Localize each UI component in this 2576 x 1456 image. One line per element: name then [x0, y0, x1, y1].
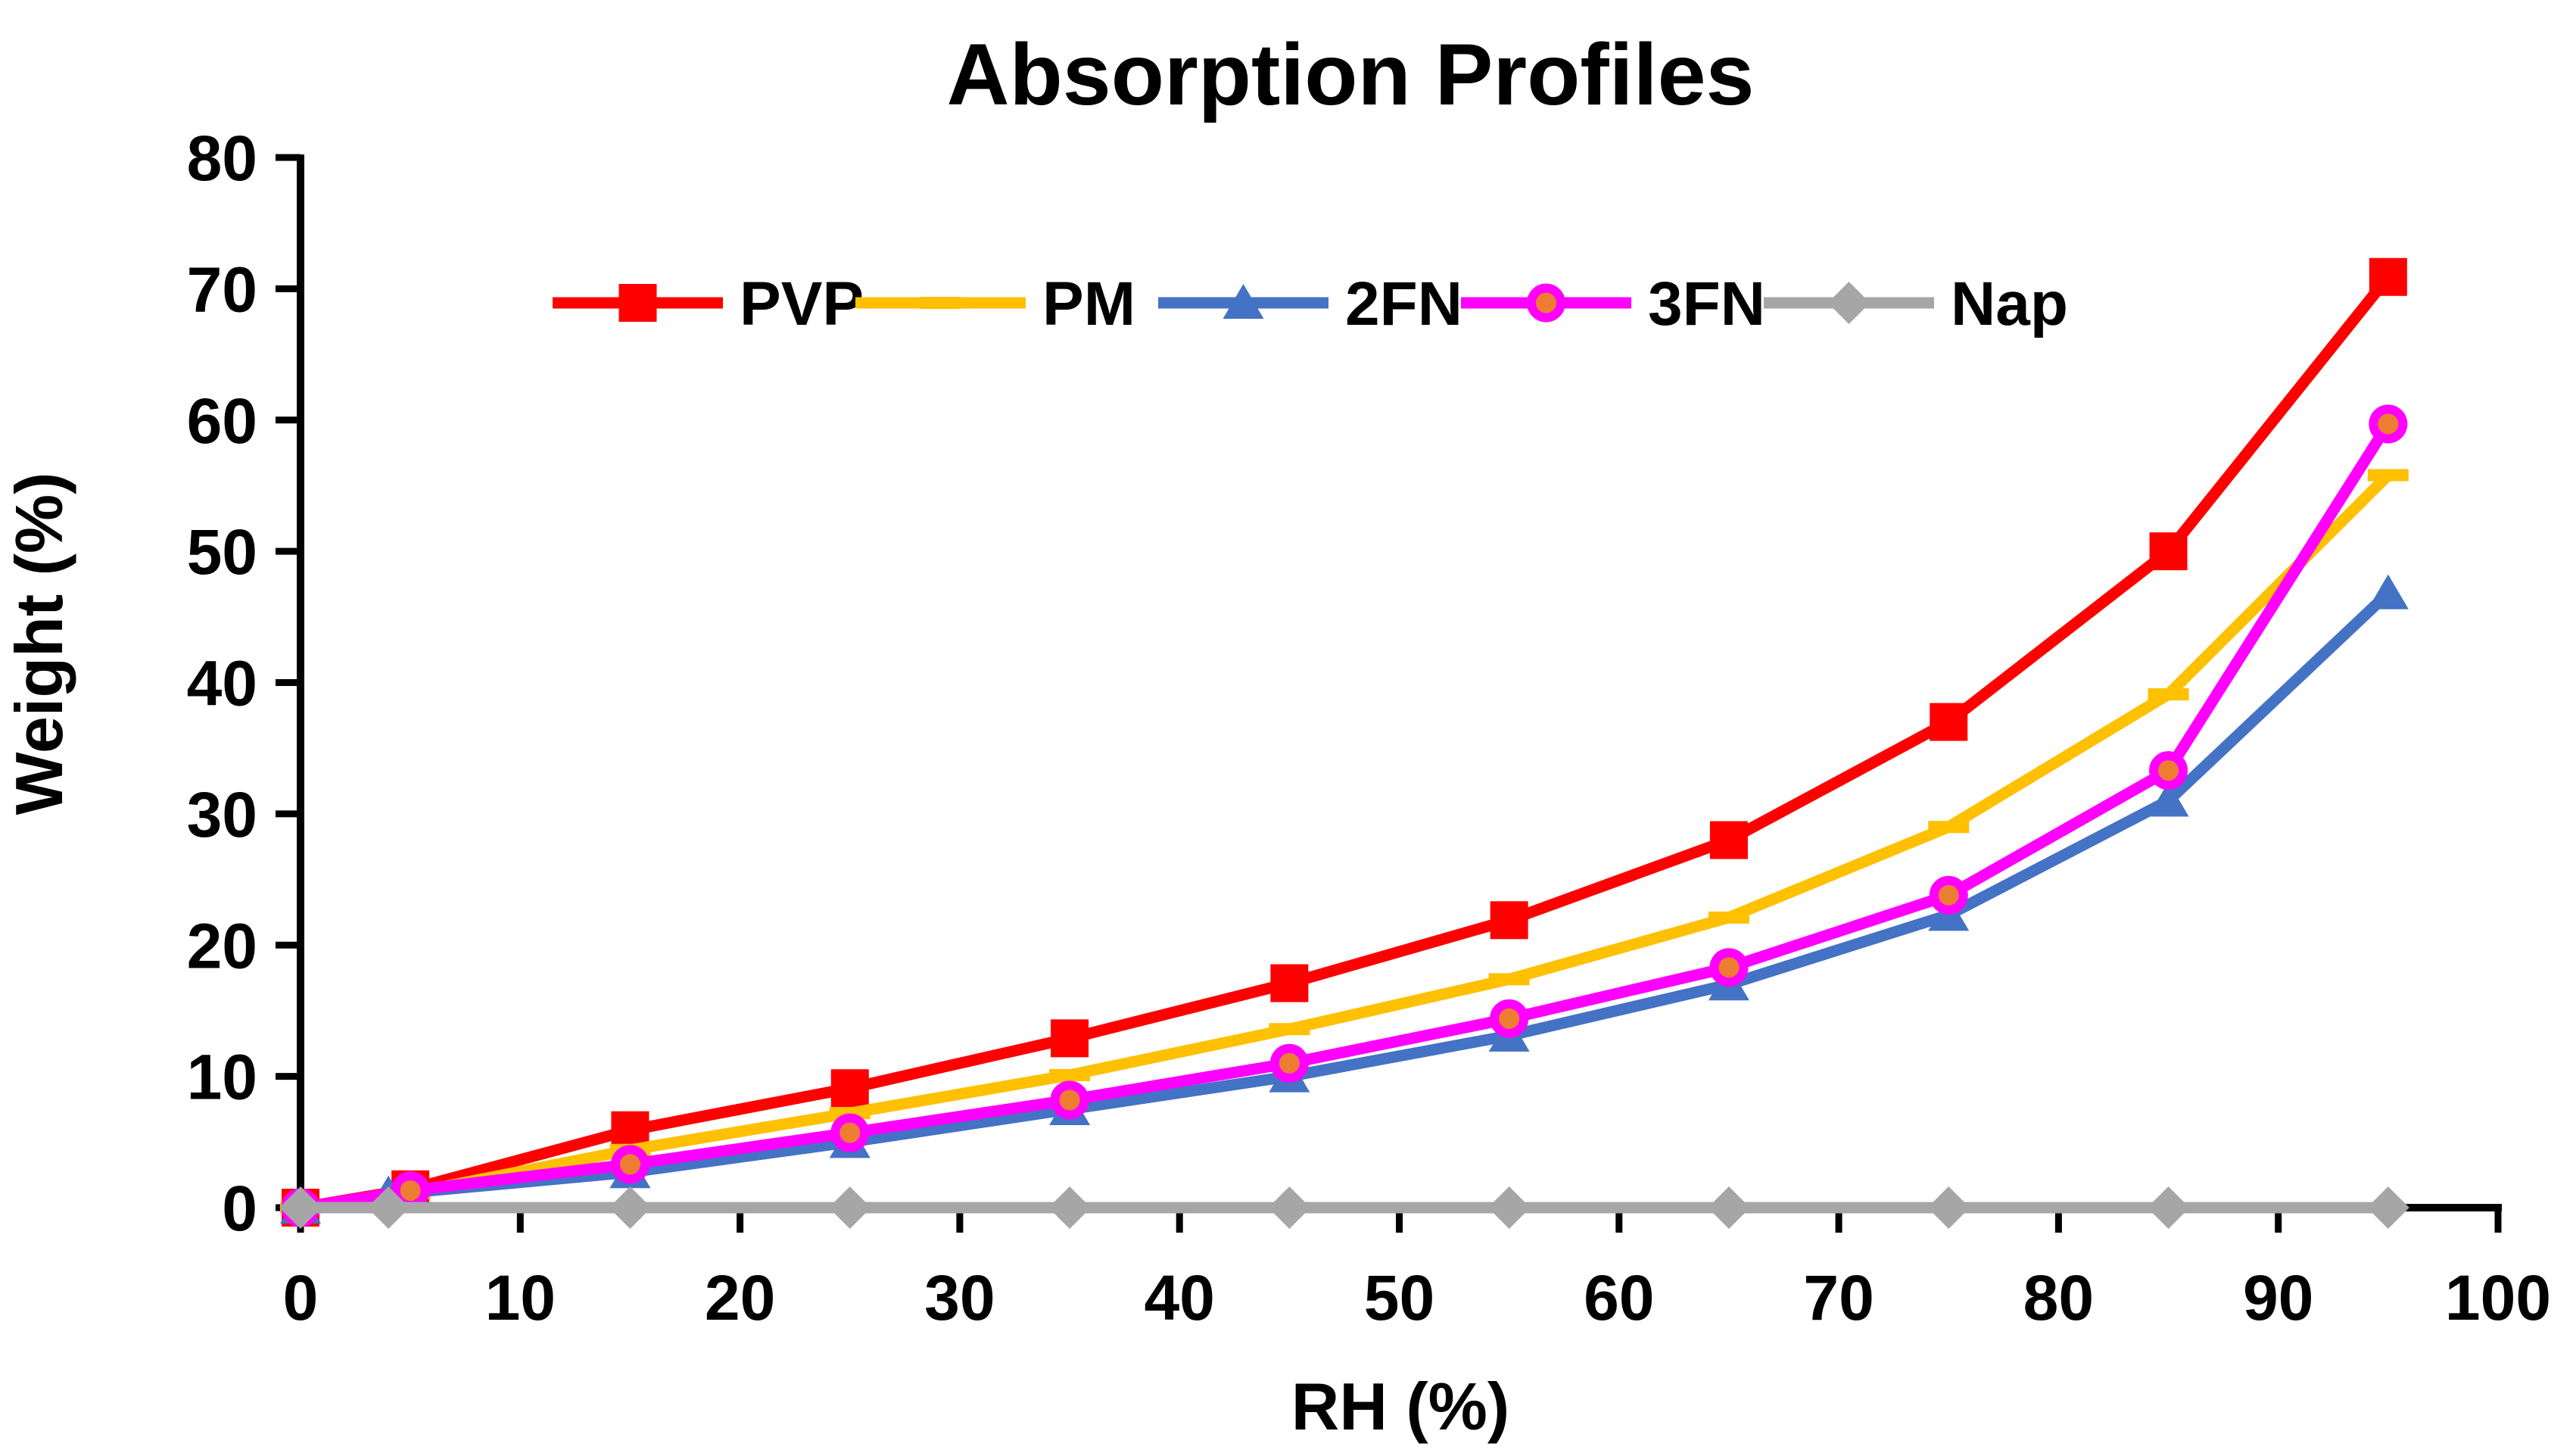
- marker-Nap: [2147, 1186, 2190, 1229]
- legend-label-2FN: 2FN: [1345, 270, 1462, 338]
- marker-3FN: [610, 1145, 649, 1184]
- y-tick-label: 10: [187, 1042, 257, 1113]
- marker-Nap: [828, 1186, 871, 1229]
- marker-PM: [829, 1107, 871, 1120]
- y-tick-label: 70: [187, 254, 257, 325]
- marker-Nap: [279, 1186, 322, 1229]
- marker-3FN: [1929, 875, 1968, 915]
- marker-Nap: [1927, 1186, 1970, 1229]
- marker-PM: [1269, 1023, 1310, 1036]
- marker-Nap: [1487, 1186, 1531, 1229]
- x-tick-label: 60: [1584, 1262, 1654, 1333]
- chart-title: Absorption Profiles: [946, 27, 1754, 123]
- marker-PM: [1928, 821, 1970, 834]
- x-tick-label: 20: [705, 1262, 775, 1333]
- marker-PM: [2367, 469, 2409, 482]
- marker-PVP: [2149, 532, 2188, 571]
- y-tick-label: 50: [187, 516, 257, 588]
- marker-3FN: [830, 1113, 870, 1152]
- y-tick-label: 0: [222, 1173, 257, 1244]
- marker-PM: [2148, 688, 2189, 701]
- legend-label-3FN: 3FN: [1648, 270, 1765, 338]
- marker-PM: [1708, 911, 1749, 924]
- x-tick-label: 70: [1803, 1262, 1874, 1333]
- legend-swatch-marker-2FN: [1223, 284, 1264, 319]
- marker-3FN: [2369, 404, 2408, 444]
- series-line-PM: [294, 469, 2394, 1214]
- x-tick-label: 80: [2023, 1262, 2094, 1333]
- y-tick-label: 60: [187, 385, 257, 457]
- marker-PM: [1049, 1068, 1091, 1081]
- marker-PM: [1488, 973, 1530, 986]
- legend-swatch-marker-PM: [920, 297, 961, 309]
- x-tick-label: 50: [1364, 1262, 1434, 1333]
- marker-2FN: [2148, 781, 2189, 817]
- x-tick-label: 0: [283, 1262, 319, 1333]
- marker-3FN: [1490, 999, 1529, 1038]
- marker-Nap: [1707, 1186, 1750, 1229]
- legend-swatch-marker-Nap: [1827, 282, 1870, 324]
- y-tick-label: 30: [187, 779, 257, 850]
- marker-PVP: [1051, 1019, 1089, 1058]
- y-tick-label: 80: [187, 123, 257, 194]
- legend-label-PM: PM: [1042, 270, 1135, 338]
- legend-label-Nap: Nap: [1951, 270, 2068, 338]
- marker-PVP: [830, 1069, 869, 1108]
- marker-Nap: [1048, 1186, 1092, 1229]
- x-tick-label: 10: [485, 1262, 556, 1333]
- marker-Nap: [2366, 1186, 2409, 1229]
- marker-3FN: [1269, 1043, 1309, 1083]
- x-tick-label: 30: [924, 1262, 995, 1333]
- marker-PVP: [2369, 257, 2407, 296]
- marker-3FN: [1709, 948, 1749, 987]
- y-tick-label: 20: [187, 910, 257, 981]
- legend-swatch-marker-PVP: [618, 284, 657, 322]
- x-tick-label: 90: [2243, 1262, 2313, 1333]
- x-axis-title: RH (%): [1291, 1369, 1509, 1444]
- marker-3FN: [2149, 751, 2188, 790]
- marker-Nap: [1268, 1186, 1311, 1229]
- marker-Nap: [609, 1186, 652, 1229]
- marker-2FN: [2367, 574, 2409, 610]
- marker-PVP: [1490, 901, 1528, 940]
- x-tick-label: 100: [2445, 1262, 2551, 1333]
- y-axis-title: Weight (%): [2, 472, 76, 815]
- marker-PVP: [1270, 964, 1309, 1002]
- legend-swatch-marker-3FN: [1527, 283, 1565, 323]
- x-tick-label: 40: [1144, 1262, 1214, 1333]
- legend-label-PVP: PVP: [740, 270, 864, 338]
- marker-Nap: [367, 1186, 410, 1229]
- series-line-3FN: [294, 418, 2394, 1214]
- marker-PVP: [1930, 703, 1968, 741]
- marker-PVP: [1709, 821, 1748, 859]
- y-tick-label: 40: [187, 648, 257, 719]
- marker-3FN: [1050, 1080, 1089, 1120]
